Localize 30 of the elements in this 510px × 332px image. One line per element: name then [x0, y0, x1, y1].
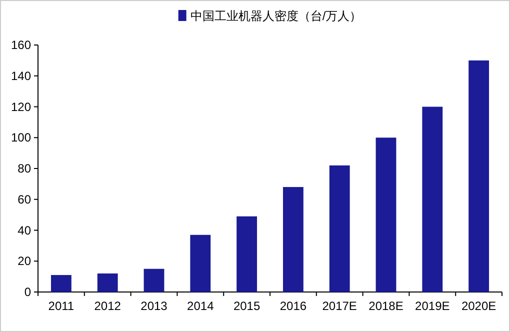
x-tick-label: 2020E — [461, 299, 496, 313]
y-tick-label: 100 — [10, 130, 32, 145]
x-tick-label: 2013 — [140, 299, 168, 313]
bar — [190, 234, 211, 292]
y-tick-label: 80 — [18, 162, 32, 176]
bar — [144, 268, 164, 292]
y-tick-label: 160 — [10, 38, 32, 52]
legend-label: 中国工业机器人密度（台/万人） — [190, 9, 362, 23]
y-tick-label: 0 — [24, 285, 32, 299]
x-tick-label: 2015 — [233, 299, 260, 313]
x-tick-label: 2012 — [94, 299, 122, 313]
bar — [282, 187, 304, 292]
x-tick-label: 2019E — [415, 299, 450, 313]
bar — [50, 275, 72, 292]
x-tick-label: 2016 — [280, 299, 307, 313]
y-tick-label: 60 — [18, 192, 32, 206]
y-tick-label: 20 — [18, 254, 32, 268]
bar — [236, 216, 258, 292]
bar — [422, 106, 443, 292]
x-tick-label: 2018E — [368, 299, 404, 313]
bar — [329, 165, 350, 292]
bar — [376, 138, 396, 292]
bar — [468, 60, 490, 292]
y-tick-label: 40 — [18, 223, 32, 238]
x-tick-label: 2014 — [187, 299, 214, 313]
bar — [97, 273, 118, 292]
y-tick-label: 140 — [10, 68, 32, 83]
x-tick-label: 2017E — [322, 299, 357, 313]
y-tick-label: 120 — [10, 100, 32, 114]
x-tick-label: 2011 — [48, 299, 74, 313]
